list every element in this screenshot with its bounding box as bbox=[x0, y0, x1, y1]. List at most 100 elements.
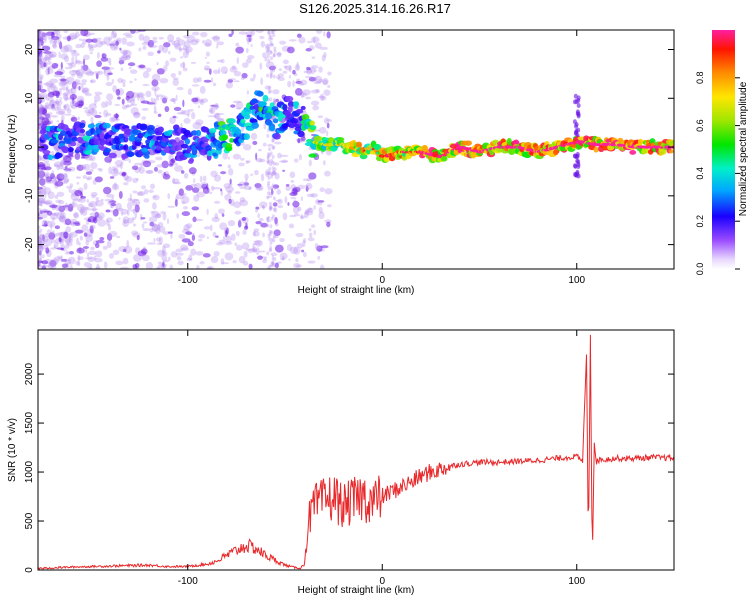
spectrogram-noise-blob bbox=[126, 201, 133, 210]
spectrogram-noise-blob bbox=[103, 186, 112, 195]
spectrogram-noise-blob bbox=[64, 55, 70, 63]
spectrogram-noise-blob bbox=[317, 201, 323, 206]
spectrogram-noise-blob bbox=[170, 73, 176, 78]
spectrogram-ridge-blob bbox=[195, 129, 202, 137]
spectrogram-noise-blob bbox=[319, 46, 329, 50]
spectrogram-noise-blob bbox=[38, 92, 41, 96]
spectrogram-noise-blob bbox=[50, 120, 54, 125]
spectrogram-noise-blob bbox=[292, 80, 295, 88]
spectrogram-noise-blob bbox=[104, 156, 113, 163]
spectrogram-noise-blob bbox=[74, 81, 79, 87]
spectrogram-noise-blob bbox=[83, 54, 90, 61]
spectrogram-noise-blob bbox=[60, 160, 65, 167]
spectrogram-noise-blob bbox=[68, 185, 72, 194]
spectrogram-noise-blob bbox=[220, 258, 225, 265]
spectrogram-noise-blob bbox=[201, 181, 208, 186]
spectrogram-noise-blob bbox=[94, 176, 103, 183]
spectrogram-ridge-blob bbox=[204, 145, 212, 152]
spectrogram-noise-blob bbox=[254, 182, 262, 189]
spectrogram-noise-blob bbox=[80, 100, 84, 106]
spectrogram-noise-blob bbox=[143, 198, 150, 203]
spectrogram-noise-blob bbox=[210, 77, 214, 83]
spectrogram-spike-blob bbox=[575, 111, 580, 117]
spectrogram-noise-blob bbox=[60, 80, 67, 86]
spectrogram-noise-blob bbox=[122, 257, 129, 265]
spectrogram-noise-blob bbox=[170, 232, 173, 240]
spectrogram-noise-blob bbox=[67, 256, 76, 265]
spectrogram-noise-blob bbox=[264, 56, 268, 62]
spectrogram-noise-blob bbox=[273, 46, 277, 51]
spectrogram-noise-blob bbox=[91, 206, 97, 212]
spectrogram-noise-blob bbox=[242, 62, 249, 68]
spectrogram-noise-blob bbox=[269, 245, 273, 252]
spectrogram-noise-blob bbox=[78, 132, 86, 137]
spectrogram-noise-blob bbox=[63, 113, 72, 116]
spectrogram-noise-blob bbox=[269, 40, 273, 45]
spectrogram-noise-blob bbox=[80, 42, 85, 49]
spectrogram-noise-blob bbox=[255, 209, 259, 213]
spectrogram-noise-blob bbox=[206, 208, 209, 216]
spectrogram-noise-blob bbox=[280, 154, 289, 157]
spectrogram-noise-blob bbox=[132, 111, 141, 119]
spectrogram-noise-blob bbox=[267, 154, 270, 159]
spectrogram-noise-blob bbox=[228, 168, 234, 176]
spectrogram-ridge-blob bbox=[87, 123, 96, 129]
spectrogram-noise-blob bbox=[151, 224, 161, 232]
spectrogram-noise-blob bbox=[60, 244, 68, 249]
spectrogram-noise-blob bbox=[38, 200, 43, 207]
spectrogram-noise-blob bbox=[45, 66, 51, 71]
spectrogram-noise-blob bbox=[150, 210, 156, 214]
spectrogram-noise-blob bbox=[38, 30, 41, 37]
spectrogram-noise-blob bbox=[96, 263, 100, 269]
spectrogram-noise-blob bbox=[253, 240, 262, 244]
spectrogram-noise-blob bbox=[38, 36, 44, 42]
spectrogram-ridge-blob bbox=[593, 146, 599, 153]
spectrogram-noise-blob bbox=[268, 248, 272, 253]
spectrogram-noise-blob bbox=[224, 71, 227, 74]
spectrogram-ridge-blob bbox=[41, 144, 49, 151]
spectrogram-noise-blob bbox=[314, 75, 323, 84]
spectrogram-noise-blob bbox=[213, 174, 222, 182]
spectrogram-noise-blob bbox=[88, 47, 94, 52]
spectrogram-noise-blob bbox=[216, 242, 224, 246]
spectrogram-noise-blob bbox=[70, 87, 77, 95]
spectrogram-noise-blob bbox=[89, 52, 94, 55]
spectrogram-noise-blob bbox=[300, 214, 304, 220]
spectrogram-noise-blob bbox=[266, 195, 273, 198]
spectrogram-noise-blob bbox=[40, 104, 43, 110]
spectrogram-noise-blob bbox=[93, 255, 97, 261]
spectrogram-noise-blob bbox=[108, 166, 112, 175]
spectrogram-noise-blob bbox=[210, 185, 215, 192]
spectrogram-noise-blob bbox=[38, 126, 42, 130]
spectrogram-noise-blob bbox=[238, 255, 246, 264]
spectrogram-noise-blob bbox=[219, 222, 228, 231]
spectrogram-noise-blob bbox=[106, 233, 113, 241]
spectrogram-noise-blob bbox=[248, 263, 253, 269]
spectrogram-noise-blob bbox=[275, 221, 279, 227]
spectrogram-noise-blob bbox=[283, 65, 288, 69]
spectrogram-noise-blob bbox=[38, 44, 41, 48]
spectrogram-noise-blob bbox=[296, 33, 302, 38]
spectrogram-noise-blob bbox=[66, 85, 69, 92]
spectrogram-noise-blob bbox=[48, 263, 57, 269]
spectrogram-noise-blob bbox=[241, 72, 248, 79]
spectrogram-noise-blob bbox=[248, 186, 252, 191]
spectrogram-noise-blob bbox=[326, 31, 331, 39]
spectrogram-noise-blob bbox=[204, 65, 210, 71]
spectrogram-noise-blob bbox=[197, 77, 202, 83]
spectrogram-noise-blob bbox=[167, 231, 173, 234]
spectrogram-noise-blob bbox=[38, 178, 46, 186]
spectrogram-noise-blob bbox=[153, 105, 157, 113]
spectrogram-noise-blob bbox=[152, 194, 160, 201]
spectrogram-noise-blob bbox=[78, 241, 81, 246]
spectrogram-noise-blob bbox=[48, 262, 51, 269]
spectrogram-noise-blob bbox=[311, 36, 320, 43]
spectrogram-noise-blob bbox=[59, 211, 66, 220]
spectrogram-noise-blob bbox=[185, 223, 193, 229]
spectrogram-ylabel: Frequency (Hz) bbox=[7, 115, 18, 184]
spectrogram-noise-blob bbox=[272, 145, 276, 150]
spectrogram-noise-blob bbox=[327, 85, 331, 88]
spectrogram-noise-blob bbox=[74, 152, 81, 160]
spectrogram-noise-blob bbox=[198, 238, 203, 242]
